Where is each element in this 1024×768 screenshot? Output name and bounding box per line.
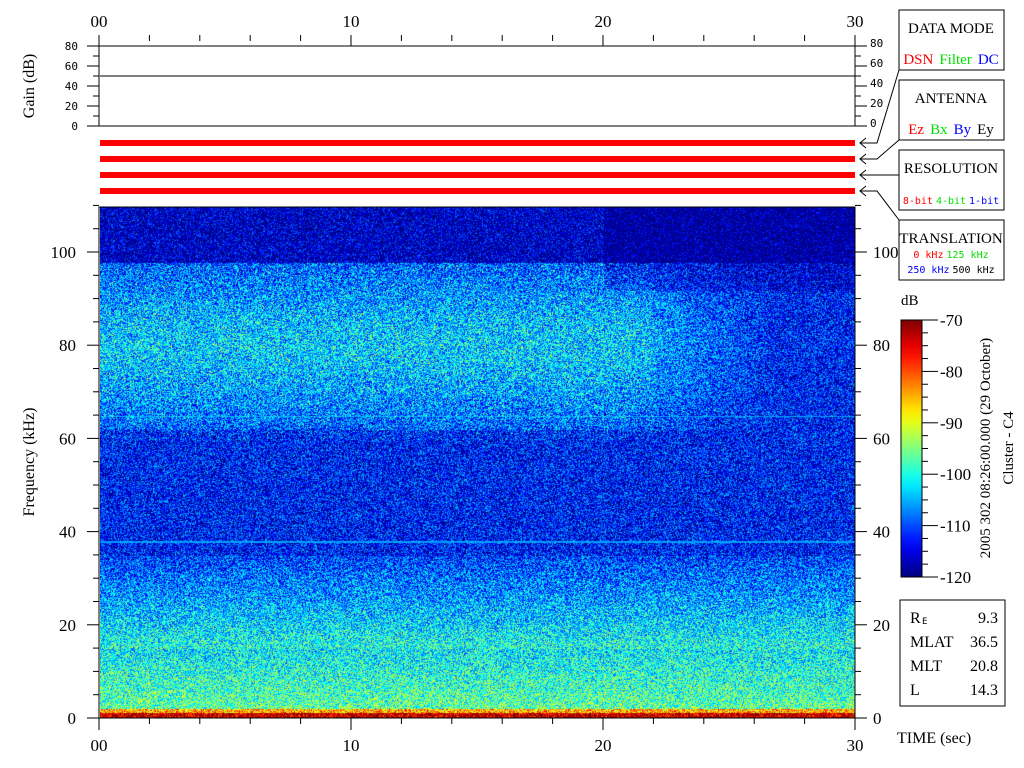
orbit-info-label: MLT [910, 658, 943, 675]
gain-tick-label-right: 0 [870, 117, 877, 130]
freq-tick-label-right: 0 [873, 709, 882, 728]
freq-tick-label-right: 40 [873, 523, 890, 542]
orbit-info-value: 36.5 [970, 634, 998, 651]
spectrogram-frame [98, 206, 856, 719]
gain-tick-label-right: 60 [870, 57, 883, 70]
freq-tick-label-left: 40 [59, 523, 76, 542]
time-tick-label-bottom: 30 [847, 736, 864, 755]
legend-option: Ey [977, 122, 994, 138]
legend-options-row: DSN Filter DC [903, 52, 998, 68]
legend-options-row: 0 kHz 125 kHz [913, 250, 988, 261]
gain-tick-label-right: 20 [870, 97, 883, 110]
freq-tick-label-left: 20 [59, 616, 76, 635]
legend-option: DC [978, 52, 999, 68]
legend-options-row: 250 kHz 500 kHz [907, 265, 994, 276]
time-tick-label-top: 10 [343, 12, 360, 31]
orbit-info-value: 20.8 [970, 658, 998, 675]
mode-indicator-bar [100, 188, 855, 194]
gain-tick-label-left: 40 [65, 80, 78, 93]
legend-option: 250 kHz [907, 265, 949, 276]
time-axis-label: TIME (sec) [897, 730, 971, 747]
legend-option: 0 kHz [913, 250, 943, 261]
legend-option: 8-bit [903, 196, 933, 207]
orbit-info-box [899, 599, 1006, 707]
time-tick-label-bottom: 10 [343, 736, 360, 755]
date-time-title: 2005 302 08:26:00.000 (29 October) [978, 338, 994, 558]
time-tick-label-bottom: 00 [91, 736, 108, 755]
legend-option: 1-bit [969, 196, 999, 207]
legend-box-title: ANTENNA [915, 91, 988, 107]
colorbar-tick-label: -90 [940, 414, 963, 433]
legend-options-row: 8-bit 4-bit 1-bit [903, 196, 999, 207]
legend-box-data-mode [898, 9, 1005, 71]
time-tick-label-top: 00 [91, 12, 108, 31]
gain-tick-label-right: 40 [870, 77, 883, 90]
legend-option: By [954, 122, 972, 138]
mode-indicator-bar [100, 156, 855, 162]
freq-tick-label-right: 20 [873, 616, 890, 635]
freq-tick-label-left: 80 [59, 336, 76, 355]
connector-antenna [860, 139, 900, 160]
orbit-info-label: L [910, 682, 920, 699]
gain-tick-label-right: 80 [870, 37, 883, 50]
colorbar-label: dB [901, 293, 919, 309]
colorbar-tick-label: -70 [940, 311, 963, 330]
connector-data-mode [860, 69, 900, 144]
legend-option: 125 kHz [946, 250, 988, 261]
time-tick-label-top: 30 [847, 12, 864, 31]
gain-panel-frame [98, 45, 856, 127]
colorbar-tick-label: -100 [940, 465, 971, 484]
time-tick-label-bottom: 20 [595, 736, 612, 755]
orbit-info-subscript: E [922, 617, 927, 627]
legend-option: 4-bit [936, 196, 966, 207]
legend-option: Bx [930, 122, 948, 138]
gain-tick-label-left: 60 [65, 60, 78, 73]
legend-box-antenna [898, 79, 1005, 141]
legend-box-title: RESOLUTION [904, 161, 998, 177]
legend-option: 500 kHz [953, 265, 995, 276]
orbit-info-value: 14.3 [970, 682, 998, 699]
freq-tick-label-left: 0 [68, 709, 77, 728]
spectrogram-image [100, 207, 855, 718]
freq-tick-label-right: 80 [873, 336, 890, 355]
legend-box-resolution [898, 149, 1005, 211]
freq-tick-label-right: 60 [873, 429, 890, 448]
mode-indicator-bar [100, 140, 855, 146]
colorbar-tick-label: -80 [940, 362, 963, 381]
frequency-axis-label: Frequency (kHz) [21, 408, 38, 517]
legend-box-translation [898, 219, 1005, 281]
orbit-info-value: 9.3 [978, 610, 998, 627]
mode-indicator-bar [100, 172, 855, 178]
orbit-info-label: R [910, 610, 921, 627]
gain-axis-label: Gain (dB) [21, 54, 38, 118]
colorbar-tick-label: -110 [940, 517, 971, 536]
colorbar-tick-label: -120 [940, 568, 971, 587]
legend-options-row: Ez Bx By Ey [908, 122, 994, 138]
gain-tick-label-left: 20 [65, 100, 78, 113]
legend-box-title: DATA MODE [908, 21, 994, 37]
freq-tick-label-left: 60 [59, 429, 76, 448]
freq-tick-label-right: 100 [873, 243, 899, 262]
connector-translation [860, 190, 900, 221]
legend-option: Ez [908, 122, 924, 138]
freq-tick-label-left: 100 [51, 243, 77, 262]
legend-option: Filter [939, 52, 972, 68]
spacecraft-label: Cluster - C4 [1001, 411, 1017, 485]
legend-box-title: TRANSLATION [899, 231, 1002, 247]
gain-tick-label-left: 80 [65, 40, 78, 53]
gain-tick-label-left: 0 [71, 120, 78, 133]
time-tick-label-top: 20 [595, 12, 612, 31]
colorbar [900, 319, 923, 578]
orbit-info-label: MLAT [910, 634, 954, 651]
legend-option: DSN [903, 52, 933, 68]
